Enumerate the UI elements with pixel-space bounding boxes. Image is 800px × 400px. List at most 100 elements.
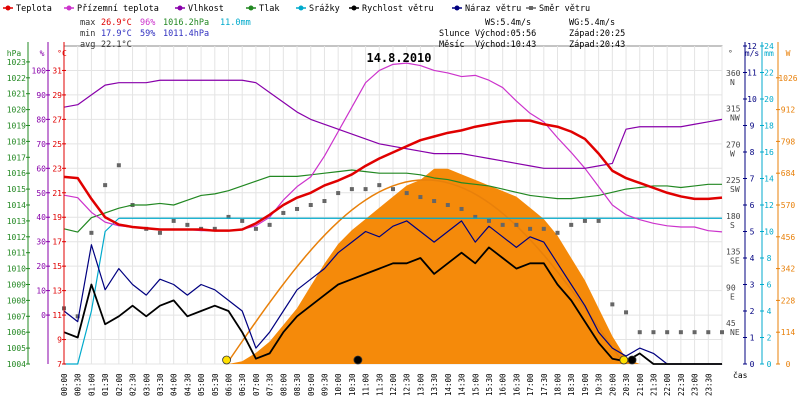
rain-axis-tick-label: 12 [764, 201, 774, 210]
wind-direction-point [308, 203, 313, 207]
celsius-axis-tick-label: 29 [52, 91, 62, 100]
wind-direction-point [514, 222, 519, 227]
time-tick-label: 19:30 [595, 373, 604, 396]
time-tick-label: 17:00 [526, 373, 535, 396]
solar-axis-tick-label: 1026 [778, 74, 797, 83]
time-tick-label: 02:30 [129, 373, 138, 396]
time-tick-label: 11:30 [375, 373, 384, 396]
wind-direction-point [541, 226, 546, 231]
stats-max-press: 1016.2hPa [163, 18, 209, 28]
hpa-axis-tick-label: 1011 [7, 249, 26, 258]
time-tick-label: 13:30 [430, 373, 439, 396]
direction-tick-degrees: 315 [726, 105, 741, 114]
time-tick-label: 00:00 [60, 373, 69, 396]
wind-direction-point [336, 191, 341, 196]
time-tick-label: 11:00 [362, 373, 371, 396]
wind-direction-point [281, 210, 286, 215]
direction-tick-degrees: 90 [726, 283, 736, 292]
wind-direction-point [445, 203, 450, 207]
sun-moon-marker [619, 355, 629, 365]
time-tick-label: 10:00 [334, 373, 343, 396]
wind-axis-tick-label: 5 [750, 228, 755, 237]
wind-axis-tick-label: 7 [750, 175, 755, 184]
legend-swatch-marker [298, 5, 304, 11]
direction-tick-degrees: 360 [726, 69, 741, 78]
stats-min-hum: 59% [140, 29, 155, 39]
wind-axis-tick-label: 11 [747, 69, 757, 78]
wind-direction-point [651, 330, 656, 335]
direction-tick-name: W [730, 149, 735, 158]
wind-direction-point [692, 330, 697, 335]
legend-swatch-marker [66, 5, 72, 11]
time-tick-label: 23:00 [691, 373, 700, 396]
celsius-axis-tick-label: 21 [52, 189, 62, 198]
wind-axis-unit-label: m/s [745, 49, 760, 58]
sun-moon-marker [627, 355, 637, 365]
celsius-axis-tick-label: 13 [52, 287, 62, 296]
hpa-axis-tick-label: 1019 [7, 122, 26, 131]
wind-axis-tick-label: 4 [750, 254, 755, 263]
hpa-axis-tick-label: 1014 [7, 201, 26, 210]
direction-tick-degrees: 180 [726, 212, 741, 221]
time-tick-label: 05:30 [211, 373, 220, 396]
wind-axis-tick-label: 12 [747, 42, 757, 51]
wind-direction-point [459, 206, 464, 211]
wind-direction-point [569, 222, 574, 227]
hpa-axis-tick-label: 1018 [7, 137, 26, 146]
celsius-axis-tick-label: 25 [52, 140, 62, 149]
stats-block: max 26.9°C 96% 1016.2hPa 11.0mm min 17.9… [80, 18, 625, 50]
wind-direction-point [555, 230, 560, 235]
stats-moonset: Západ:20:43 [569, 40, 625, 50]
time-tick-label: 00:30 [74, 373, 83, 396]
wind-axis-tick-label: 6 [750, 201, 755, 210]
time-tick-label: 15:30 [485, 373, 494, 396]
rain-axis-tick-label: 4 [767, 307, 772, 316]
direction-tick-name: SE [730, 257, 740, 266]
stats-sunset: Západ:20:25 [569, 29, 625, 39]
stats-min-temp: 17.9°C [101, 29, 132, 39]
direction-tick-name: NW [730, 114, 740, 123]
solar-axis-tick-label: 456 [781, 233, 796, 242]
hpa-axis-tick-label: 1009 [7, 281, 26, 290]
stats-sunrise: Slunce Východ:05:56 [439, 29, 536, 39]
percent-axis-tick-label: 40 [36, 213, 46, 222]
percent-axis-tick-label: 70 [36, 140, 46, 149]
hpa-axis-tick-label: 1008 [7, 296, 26, 305]
wind-axis-tick-label: 10 [747, 95, 757, 104]
legend-label: Teplota [16, 4, 52, 14]
wind-direction-point [103, 183, 108, 188]
wind-direction-point [267, 222, 272, 227]
series-lines [63, 62, 723, 365]
legend-swatch-marker [5, 5, 11, 11]
celsius-axis-tick-label: 17 [52, 238, 62, 247]
wind-direction-point [432, 199, 437, 204]
time-tick-label: 03:30 [156, 373, 165, 396]
wind-direction-point [418, 195, 423, 200]
legend-swatch-marker [248, 5, 254, 11]
sun-moon-markers [222, 355, 637, 365]
percent-axis-tick-label: 10 [36, 287, 46, 296]
stats-wg: WG:5.4m/s [569, 18, 615, 28]
time-tick-label: 13:00 [416, 373, 425, 396]
legend-label: Přízemní teplota [77, 4, 159, 14]
hpa-axis-tick-label: 1004 [7, 360, 26, 369]
time-tick-label: 17:30 [540, 373, 549, 396]
time-tick-label: 07:30 [266, 373, 275, 396]
direction-tick-name: SW [730, 185, 740, 194]
sun-moon-marker [222, 355, 231, 365]
wind-direction-point [665, 330, 670, 335]
time-tick-label: 06:30 [238, 373, 247, 396]
time-tick-label: 09:30 [320, 373, 329, 396]
time-tick-label: 03:00 [142, 373, 151, 396]
wind-direction-point [349, 187, 354, 192]
percent-axis-tick-label: 20 [36, 262, 46, 271]
time-tick-label: 01:30 [101, 373, 110, 396]
time-tick-label: 20:30 [622, 373, 631, 396]
direction-tick-degrees: 225 [726, 176, 741, 185]
time-tick-label: 23:30 [704, 373, 713, 396]
hpa-axis-unit-label: hPa [7, 49, 22, 58]
wind-direction-point [391, 187, 395, 192]
stats-ws: WS:5.4m/s [485, 18, 531, 28]
hpa-axis-tick-label: 1007 [7, 312, 26, 321]
